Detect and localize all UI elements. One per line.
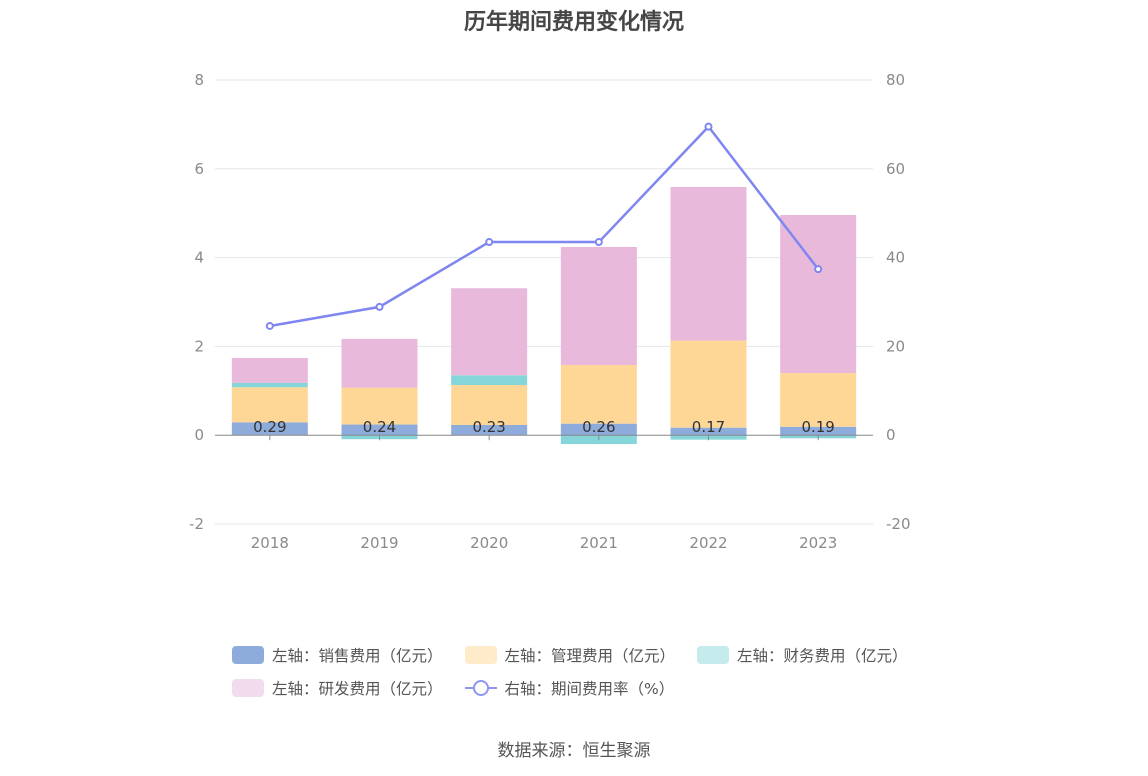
x-tick-label: 2022 [689,534,727,552]
bar-sales [560,423,637,436]
legend-row-1: 左轴：销售费用（亿元） 左轴：管理费用（亿元） 左轴：财务费用（亿元） [232,638,932,671]
y-left-tick-label: 2 [194,337,204,355]
y-right-tick-label: 0 [886,426,896,444]
y-right-tick-label: 40 [886,249,905,267]
legend-swatch-finance [697,645,730,664]
y-right-tick-label: -20 [886,515,911,533]
legend-label-sales: 左轴：销售费用（亿元） [272,646,443,665]
legend-label-rate: 右轴：期间费用率（%） [504,679,675,698]
bar-rd [780,214,857,374]
data-label-sales: 0.26 [582,418,615,436]
bar-sales [780,426,857,436]
legend-swatch-rd [232,678,264,697]
line-rate-point [375,302,384,311]
legend-item-rate[interactable]: 右轴：期间费用率（%） [464,677,675,699]
y-left-tick-label: -2 [189,515,204,533]
bar-admin [780,373,857,427]
y-left-tick-label: 0 [194,426,204,444]
bar-rd [231,357,308,383]
bar-admin [670,340,747,428]
bar-finance [231,382,308,388]
legend-item-finance[interactable]: 左轴：财务费用（亿元） [697,644,908,666]
bar-sales [670,427,747,436]
legend-item-rd[interactable]: 左轴：研发费用（亿元） [232,677,443,699]
data-label-sales: 0.17 [692,418,725,436]
bar-admin [341,387,418,425]
legend: 左轴：销售费用（亿元） 左轴：管理费用（亿元） 左轴：财务费用（亿元） 左轴：研… [232,638,932,704]
y-left-tick-label: 6 [194,160,204,178]
line-rate-point [594,238,603,247]
legend-swatch-admin [464,645,497,664]
line-rate-point [485,238,494,247]
bar-sales [231,422,308,436]
legend-row-2: 左轴：研发费用（亿元） 右轴：期间费用率（%） [232,671,932,704]
bar-admin [451,385,528,425]
data-label-sales: 0.19 [801,418,834,436]
bar-rd [560,246,637,366]
bar-rd [670,187,747,341]
data-label-sales: 0.23 [472,418,505,436]
line-rate [269,124,820,328]
y-right-tick-label: 80 [886,71,905,89]
line-rate-point [704,122,713,131]
bar-sales [451,424,528,436]
x-tick-label: 2020 [470,534,508,552]
bar-admin [560,365,637,424]
chart-svg: 0.29 0.24 0.23 0.26 0.17 0.19 86420-280604020… [189,71,911,552]
data-source: 数据来源：恒生聚源 [497,741,651,761]
x-tick-label: 2021 [580,534,618,552]
legend-label-admin: 左轴：管理费用（亿元） [504,646,676,665]
line-rate-point [265,321,274,330]
legend-item-admin[interactable]: 左轴：管理费用（亿元） [464,644,676,666]
bar-finance [451,375,528,386]
y-left-tick-label: 8 [194,71,204,89]
legend-label-finance: 左轴：财务费用（亿元） [737,646,908,665]
legend-label-rd: 左轴：研发费用（亿元） [272,679,443,698]
y-right-tick-label: 60 [886,160,905,178]
bar-admin [231,387,308,423]
legend-item-sales[interactable]: 左轴：销售费用（亿元） [232,644,443,666]
x-tick-label: 2023 [799,534,837,552]
legend-line-marker-icon [464,679,497,697]
x-tick-label: 2018 [251,534,289,552]
x-tick-label: 2019 [360,534,398,552]
chart-title: 历年期间费用变化情况 [463,10,684,35]
data-label-sales: 0.24 [363,418,396,436]
bar-sales [341,424,418,436]
y-left-tick-label: 4 [194,249,204,267]
bar-rd [451,288,528,376]
legend-swatch-sales [232,645,264,664]
data-label-sales: 0.29 [253,418,286,436]
bar-rd [341,338,418,388]
y-right-tick-label: 20 [886,337,905,355]
line-rate-point [814,265,823,274]
